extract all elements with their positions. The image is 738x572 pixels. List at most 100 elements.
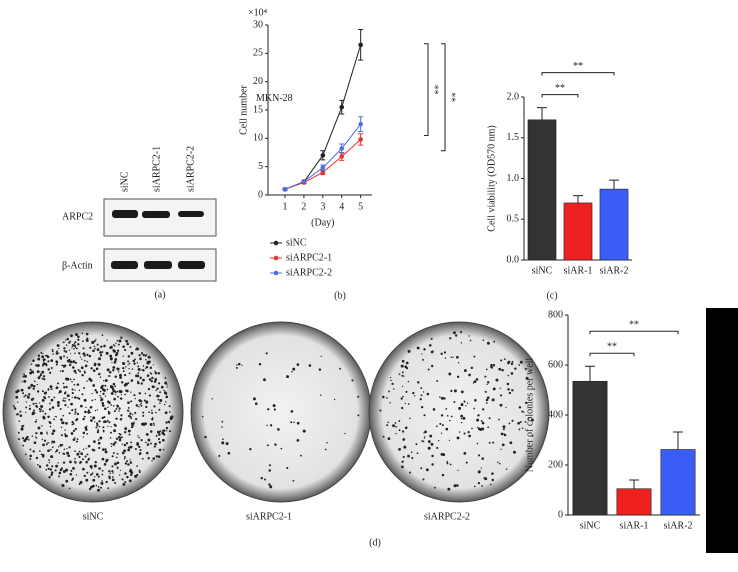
- colony: [53, 396, 56, 399]
- colony: [114, 462, 117, 466]
- colony: [147, 355, 151, 359]
- colony: [265, 352, 268, 355]
- colony: [117, 395, 119, 398]
- colony: [98, 446, 101, 450]
- colony: [525, 401, 528, 405]
- colony: [60, 418, 63, 421]
- colony: [47, 467, 50, 470]
- colony: [98, 372, 101, 376]
- colony: [103, 420, 107, 424]
- colony: [422, 440, 425, 443]
- colony: [36, 364, 40, 367]
- colony: [405, 361, 409, 365]
- colony: [73, 378, 75, 381]
- colony: [58, 392, 60, 394]
- colony: [485, 368, 488, 371]
- colony: [120, 393, 122, 396]
- colony: [401, 359, 405, 363]
- colony: [128, 410, 130, 412]
- colony: [498, 462, 501, 465]
- colony: [122, 483, 126, 486]
- colony: [32, 387, 35, 390]
- colony: [449, 463, 452, 466]
- colony: [492, 387, 496, 391]
- colony: [129, 445, 133, 449]
- colony: [127, 463, 130, 466]
- colony: [458, 431, 461, 433]
- colony: [68, 349, 71, 351]
- colony: [155, 411, 157, 414]
- colony: [134, 411, 137, 414]
- colony: [94, 421, 96, 423]
- colony: [33, 385, 36, 388]
- panel-label: (b): [334, 290, 346, 301]
- y-label: Cell viability (OD570 nm): [486, 125, 497, 231]
- colony: [90, 367, 93, 370]
- colony: [477, 454, 481, 457]
- colony: [421, 353, 423, 355]
- colony: [112, 472, 114, 474]
- colony: [162, 448, 165, 451]
- colony: [93, 464, 97, 468]
- colony: [110, 384, 112, 387]
- colony: [41, 398, 45, 402]
- colony: [120, 336, 123, 339]
- colony: [123, 449, 126, 453]
- colony: [157, 372, 161, 375]
- colony: [119, 373, 122, 377]
- colony: [424, 436, 426, 438]
- colony: [450, 415, 453, 418]
- colony: [34, 380, 36, 383]
- colony: [59, 370, 62, 372]
- colony: [66, 377, 70, 381]
- colony: [269, 485, 273, 489]
- colony: [145, 441, 147, 444]
- colony: [33, 409, 36, 412]
- colony: [99, 394, 101, 397]
- colony: [95, 367, 99, 371]
- colony: [154, 370, 156, 373]
- colony: [411, 456, 414, 460]
- colony: [280, 447, 283, 450]
- colony: [484, 390, 487, 393]
- colony: [79, 460, 83, 464]
- colony: [36, 383, 38, 386]
- colony: [453, 331, 456, 335]
- colony: [92, 478, 96, 482]
- colony: [85, 428, 88, 431]
- colony: [111, 478, 115, 482]
- colony: [127, 448, 130, 452]
- colony: [63, 347, 66, 350]
- colony: [74, 341, 77, 344]
- colony: [42, 375, 46, 378]
- bracket-label: **: [429, 85, 440, 95]
- colony: [72, 360, 76, 364]
- colony: [112, 382, 116, 386]
- colony: [49, 371, 52, 374]
- colony: [110, 431, 113, 434]
- colony: [69, 378, 72, 381]
- colony: [13, 406, 16, 408]
- colony: [140, 402, 142, 405]
- colony: [440, 453, 444, 456]
- colony: [74, 408, 77, 411]
- colony: [110, 445, 113, 448]
- colony: [87, 410, 91, 414]
- x-tick-label: 2: [301, 201, 306, 212]
- colony: [427, 368, 430, 371]
- colony: [150, 372, 153, 375]
- colony: [145, 432, 149, 436]
- colony: [127, 355, 131, 358]
- colony: [60, 467, 63, 470]
- colony: [511, 360, 514, 363]
- colony: [344, 432, 346, 435]
- colony: [68, 487, 71, 490]
- bracket: [441, 43, 446, 152]
- colony: [130, 351, 134, 355]
- colony: [480, 467, 482, 469]
- colony: [104, 450, 108, 454]
- colony: [105, 351, 109, 355]
- colony: [50, 359, 54, 362]
- colony: [162, 429, 166, 432]
- colony: [133, 362, 136, 365]
